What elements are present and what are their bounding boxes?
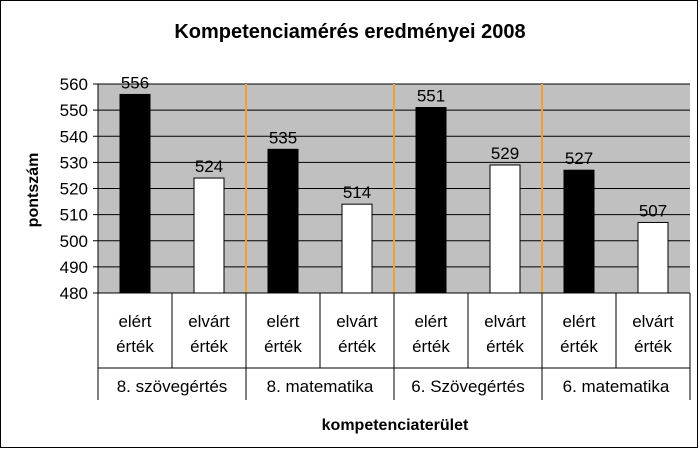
bar-expected [341, 203, 373, 294]
category-label-line2: érték [560, 337, 598, 356]
category-label-line1: elvárt [188, 312, 230, 331]
group-label: 8. szövegértés [117, 377, 228, 396]
bar-expected [193, 177, 225, 294]
y-tick-label: 560 [60, 75, 88, 94]
data-label: 556 [121, 73, 149, 92]
y-tick-label: 520 [60, 180, 88, 199]
category-label-line1: elért [562, 312, 595, 331]
category-label-line1: elvárt [484, 312, 526, 331]
category-label-line2: érték [412, 337, 450, 356]
category-label-line2: érték [264, 337, 302, 356]
y-tick-label: 480 [60, 284, 88, 303]
data-label: 551 [417, 87, 445, 106]
bar-achieved [119, 93, 151, 294]
data-label: 507 [639, 201, 667, 220]
y-tick-label: 490 [60, 258, 88, 277]
data-label: 524 [195, 157, 223, 176]
group-label: 6. Szövegértés [411, 377, 524, 396]
bar-achieved [267, 148, 299, 294]
y-tick-label: 540 [60, 127, 88, 146]
data-label: 527 [565, 149, 593, 168]
category-label-line2: érték [116, 337, 154, 356]
data-label: 514 [343, 183, 371, 202]
bar-expected [489, 164, 521, 294]
bar-achieved [415, 107, 447, 294]
x-axis-title: kompetenciaterület [322, 417, 469, 434]
category-label-line2: érték [338, 337, 376, 356]
plot-area: 480 490 500 510 520 530 540 550 560 556 524 535 514 5… [60, 73, 691, 400]
y-tick-label: 530 [60, 153, 88, 172]
category-label-line2: érték [486, 337, 524, 356]
group-label: 6. matematika [563, 377, 670, 396]
chart-title: Kompetenciamérés eredményei 2008 [174, 21, 525, 43]
data-label: 535 [269, 128, 297, 147]
y-tick-label: 550 [60, 101, 88, 120]
bar-expected [637, 221, 669, 294]
bar-achieved [563, 169, 595, 294]
category-label-line2: érték [190, 337, 228, 356]
category-label-line1: elvárt [632, 312, 674, 331]
category-label-line1: elért [414, 312, 447, 331]
category-label-line1: elért [118, 312, 151, 331]
category-label-line1: elért [266, 312, 299, 331]
category-label-line1: elvárt [336, 312, 378, 331]
category-label-line2: érték [634, 337, 672, 356]
y-tick-label: 500 [60, 232, 88, 251]
y-axis-title: pontszám [25, 153, 42, 228]
data-label: 529 [491, 144, 519, 163]
y-tick-label: 510 [60, 206, 88, 225]
group-label: 8. matematika [267, 377, 374, 396]
